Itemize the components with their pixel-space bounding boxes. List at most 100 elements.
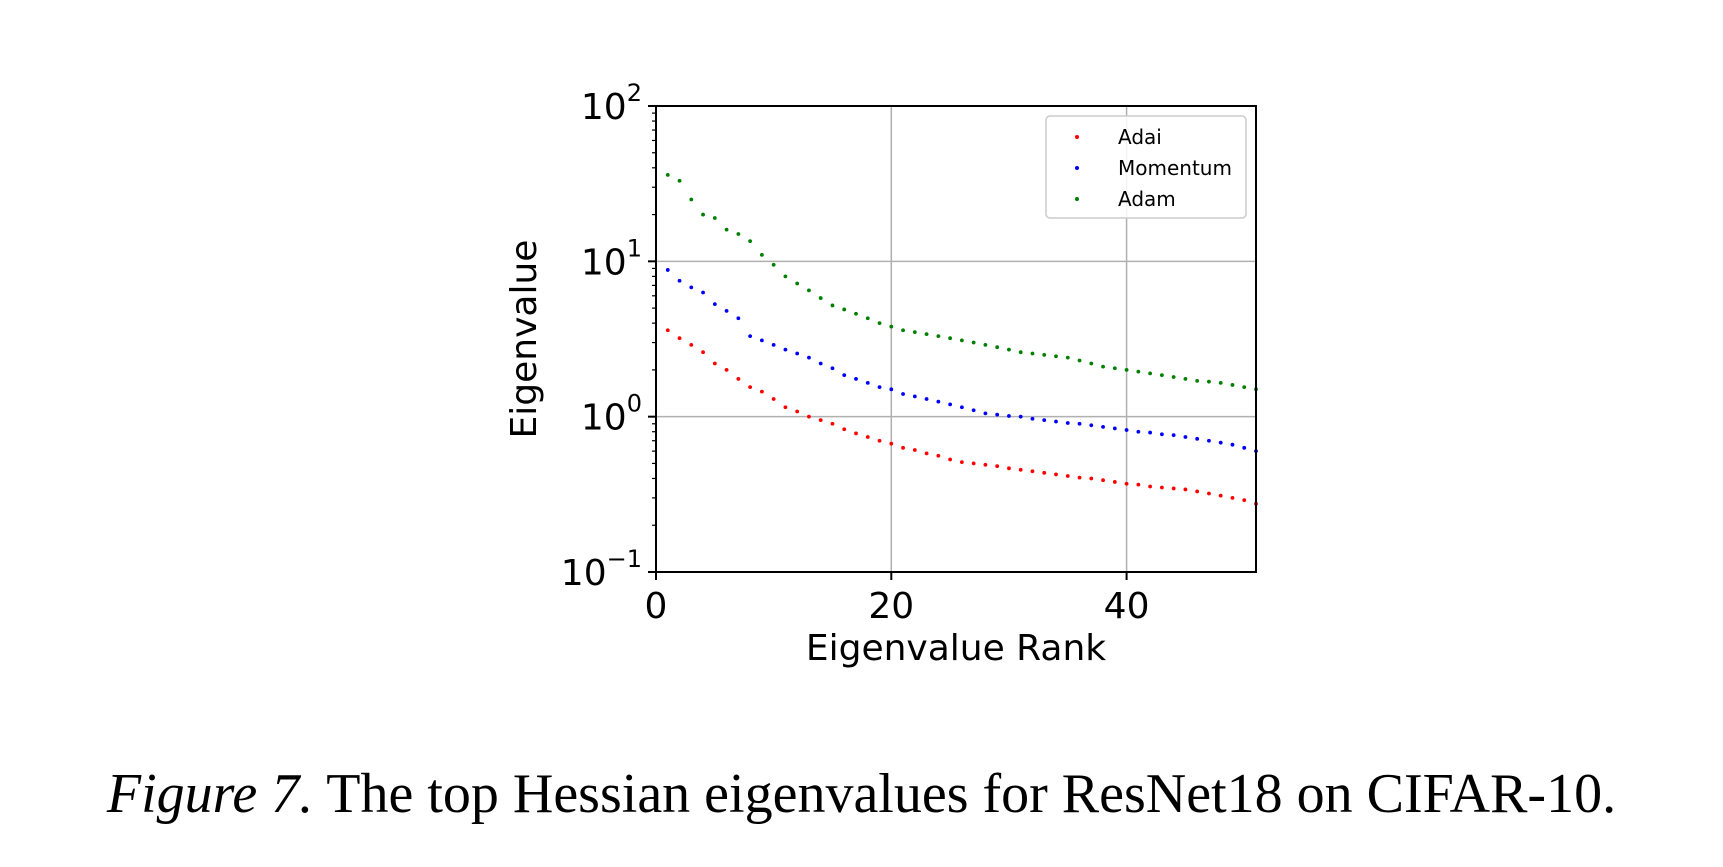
caption-text: The top Hessian eigenvalues for ResNet18… <box>326 763 1617 825</box>
data-point <box>795 351 800 356</box>
data-point <box>1230 442 1235 447</box>
data-point <box>783 347 788 352</box>
x-tick-label: 40 <box>1104 586 1150 627</box>
data-point <box>1101 364 1105 369</box>
data-point <box>912 394 917 399</box>
data-point <box>1207 379 1211 384</box>
data-point <box>1007 347 1011 352</box>
data-point <box>877 438 882 443</box>
data-point <box>1218 493 1223 498</box>
data-point <box>865 435 870 439</box>
data-point <box>1030 416 1035 421</box>
data-point <box>759 338 764 343</box>
data-point <box>865 380 870 385</box>
data-point <box>912 330 917 335</box>
data-point <box>1042 418 1047 423</box>
data-point <box>665 173 670 177</box>
data-point <box>689 285 694 290</box>
data-point <box>842 307 847 312</box>
data-point <box>748 334 753 339</box>
data-point <box>795 409 800 414</box>
data-point <box>677 336 682 341</box>
data-point <box>783 405 788 410</box>
data-point <box>1101 424 1105 429</box>
x-tick-label: 0 <box>645 586 668 627</box>
data-point <box>771 397 776 401</box>
data-point <box>1018 350 1023 355</box>
data-point <box>1207 491 1211 496</box>
data-point <box>1065 474 1070 478</box>
data-point <box>1195 436 1200 441</box>
data-point <box>689 342 694 347</box>
data-point <box>924 451 929 456</box>
x-tick-label: 20 <box>868 586 914 627</box>
data-point <box>771 262 776 267</box>
data-point <box>889 441 894 446</box>
data-point <box>736 232 741 236</box>
data-point <box>995 345 1000 350</box>
data-point <box>1159 485 1164 490</box>
legend-label: Momentum <box>1118 156 1232 180</box>
data-point <box>712 361 717 366</box>
data-point <box>877 385 882 390</box>
data-point <box>854 311 858 316</box>
data-point <box>665 268 670 272</box>
y-tick-labels: 10−1 100 101 102 <box>561 79 642 594</box>
data-point <box>959 405 964 410</box>
data-point <box>948 336 953 341</box>
data-point <box>1007 466 1011 471</box>
data-point <box>936 399 941 404</box>
x-axis-label: Eigenvalue Rank <box>806 628 1106 669</box>
data-point <box>971 461 976 466</box>
data-point <box>995 464 1000 469</box>
data-point <box>854 431 858 436</box>
data-point <box>818 361 823 366</box>
data-point <box>701 350 705 355</box>
data-point <box>1030 469 1035 474</box>
data-point <box>818 418 823 423</box>
data-point <box>736 316 741 321</box>
data-point <box>1195 489 1200 494</box>
data-point <box>1054 472 1058 477</box>
data-point <box>1112 366 1117 371</box>
data-point <box>1042 352 1047 357</box>
data-point <box>1007 414 1011 418</box>
data-point <box>759 389 764 394</box>
series-momentum <box>665 268 1258 454</box>
data-point <box>1101 478 1105 483</box>
data-point <box>783 274 788 279</box>
data-point <box>830 421 835 426</box>
data-point <box>818 296 823 300</box>
data-point <box>1136 429 1141 434</box>
series-adam <box>665 173 1258 392</box>
data-point <box>1159 432 1164 437</box>
data-point <box>701 212 705 217</box>
data-point <box>1171 486 1176 491</box>
data-point <box>901 392 905 396</box>
data-point <box>1124 481 1129 486</box>
data-point <box>1030 351 1035 356</box>
data-point <box>1136 482 1141 487</box>
data-point <box>948 402 953 407</box>
legend: Adai Momentum Adam <box>1045 115 1247 219</box>
data-point <box>924 397 929 401</box>
data-point <box>1042 470 1047 475</box>
data-point <box>948 457 953 462</box>
data-point <box>1077 358 1082 363</box>
data-point <box>807 414 811 419</box>
figure-label: Figure 7. <box>106 763 314 825</box>
y-tick-label: 101 <box>581 234 642 283</box>
data-point <box>748 239 753 243</box>
legend-marker <box>1075 197 1079 201</box>
data-point <box>1242 385 1247 390</box>
data-point <box>1124 428 1129 432</box>
data-point <box>924 332 929 337</box>
data-point <box>1089 361 1094 366</box>
data-point <box>1230 495 1235 500</box>
data-point <box>1077 475 1082 480</box>
y-tick-label: 102 <box>581 79 642 128</box>
data-points <box>665 173 1258 506</box>
data-point <box>1171 375 1176 379</box>
data-point <box>971 340 976 345</box>
legend-label: Adai <box>1118 125 1162 149</box>
